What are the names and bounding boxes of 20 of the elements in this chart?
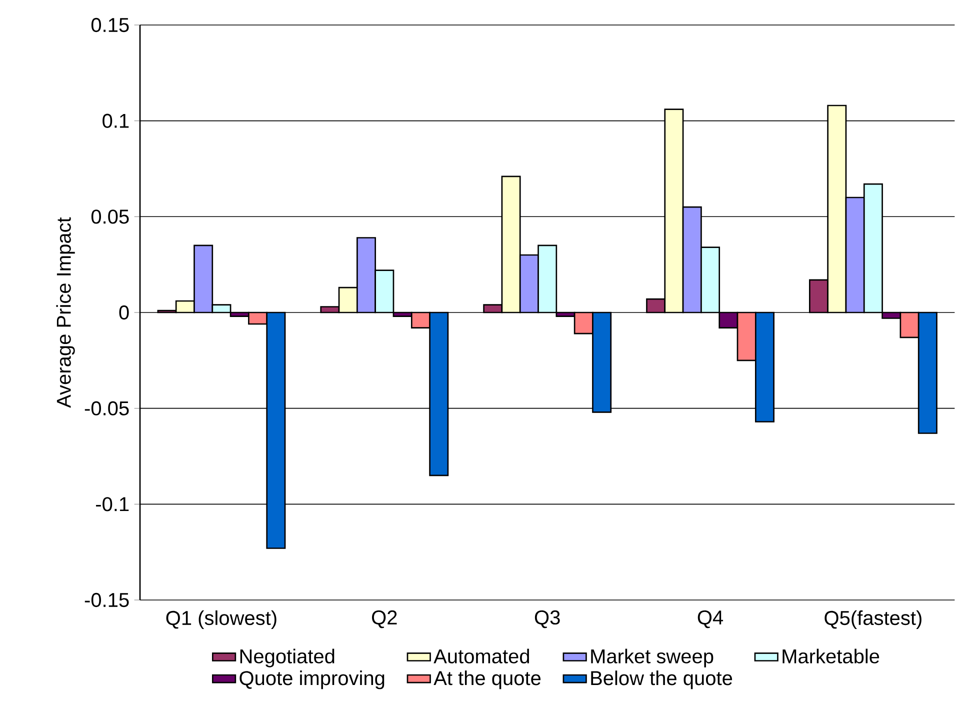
legend-label: Below the quote (591, 670, 732, 690)
legend-label: Negotiated (240, 648, 334, 668)
x-tick-label: Q3 (534, 610, 560, 628)
legend-label: At the quote (434, 670, 541, 690)
y-tick-label: 0.05 (91, 210, 129, 224)
y-tick-label: -0.05 (84, 401, 129, 416)
legend-label: Quote improving (240, 670, 384, 690)
y-tick-label: 0.15 (91, 18, 129, 32)
x-tick-label: Q5(fastest) (824, 610, 922, 630)
legend-label: Market sweep (591, 648, 714, 668)
y-axis-title: Average Price Impact (56, 217, 75, 408)
x-tick-label: Q4 (698, 610, 724, 628)
y-tick-label: 0.1 (102, 114, 129, 128)
x-tick-label: Q2 (372, 610, 397, 628)
legend-label: Marketable (782, 648, 880, 664)
y-tick-label: -0.15 (84, 592, 129, 608)
x-tick-label: Q1 (slowest) (166, 610, 276, 630)
y-tick-label: -0.1 (96, 497, 129, 512)
legend-label: Automated (434, 648, 530, 664)
y-tick-label: 0 (119, 305, 129, 320)
